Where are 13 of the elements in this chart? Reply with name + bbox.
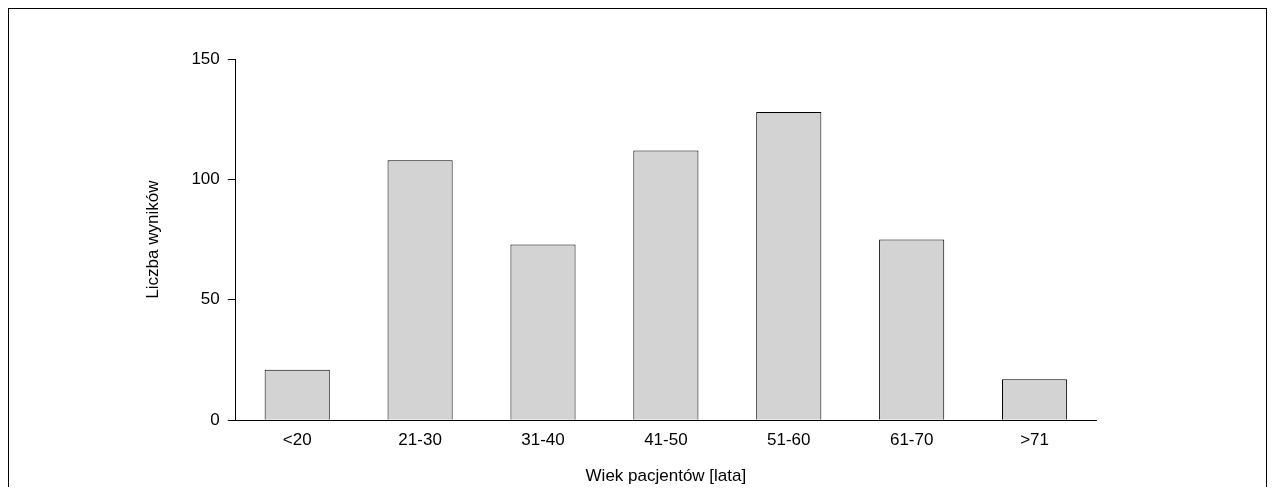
x-tick-label: 61-70 <box>889 430 934 450</box>
y-tick-label: 0 <box>210 409 220 429</box>
x-tick-label: 41-50 <box>644 430 688 450</box>
x-tick-label: 21-30 <box>398 430 442 450</box>
x-tick-label: >71 <box>1020 430 1049 450</box>
y-axis-title: Liczba wyników <box>142 179 162 299</box>
y-tick-label: 50 <box>200 289 220 309</box>
x-tick-label: 31-40 <box>521 430 565 450</box>
x-tick-label: <20 <box>282 430 312 450</box>
x-tick-label: 51-60 <box>767 430 811 450</box>
x-axis-title: Wiek pacjentów [lata] <box>585 466 747 486</box>
y-tick-label: 150 <box>191 48 220 68</box>
y-tick-label: 100 <box>191 169 220 189</box>
